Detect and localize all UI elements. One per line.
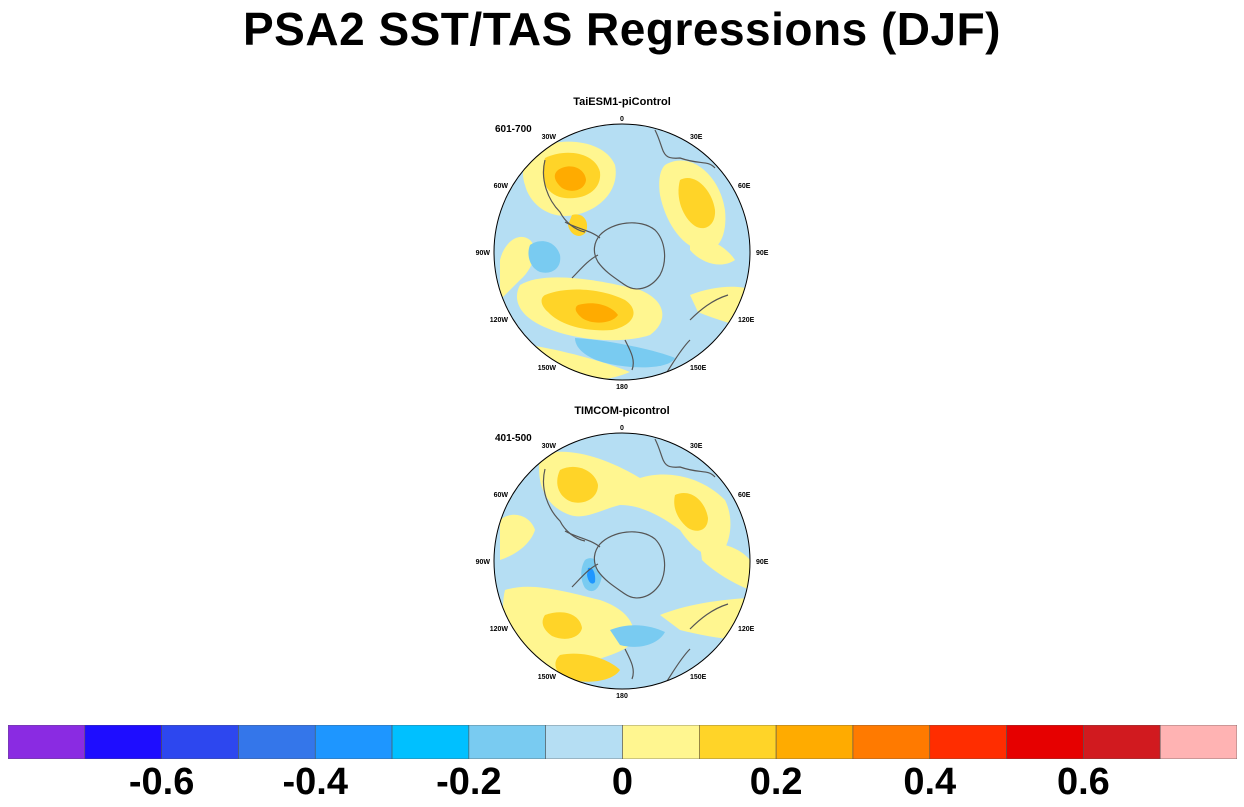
page-title: PSA2 SST/TAS Regressions (DJF) [243, 3, 1001, 55]
panel-title-1: TaiESM1-piControl [573, 96, 671, 108]
lon-label-60w: 60W [494, 183, 509, 190]
map1-peninsula [564, 221, 601, 279]
lon-label-30w: 30W [542, 443, 557, 450]
lon-label-120e: 120E [738, 626, 755, 633]
colorbar-tick-label: 0.6 [1056, 761, 1110, 803]
colorbar-tick-label: -0.6 [128, 761, 195, 803]
map1-region-neg [528, 241, 561, 273]
panel-years-2: 401-500 [495, 433, 532, 444]
colorbar-box [699, 725, 777, 759]
map1-region-pos-high [575, 303, 618, 323]
colorbar-box [1006, 725, 1084, 759]
lon-label-60e: 60E [738, 183, 751, 190]
colorbar-box [314, 725, 393, 759]
colorbar-box [775, 725, 854, 759]
colorbar-box [852, 725, 931, 759]
lon-label-150e: 150E [690, 674, 707, 681]
colorbar-box [1083, 725, 1161, 759]
lon-label-150e: 150E [690, 365, 707, 372]
map2-peninsula [564, 530, 601, 588]
colorbar-box [468, 725, 546, 759]
map2-coastline [542, 438, 729, 685]
lon-label-120e: 120E [738, 317, 755, 324]
map2-region-pos-mid [542, 612, 582, 639]
colorbar-box [545, 725, 623, 759]
map1-antarctica [593, 222, 666, 290]
colorbar-tick-label: -0.4 [282, 761, 348, 803]
map2-lon-labels: 0 30E 60E 90E 120E 150E 180 150W 120W 90… [476, 425, 769, 700]
lon-label-90e: 90E [756, 559, 769, 566]
map1-region-pos [500, 236, 535, 300]
map2-region-neg-high [587, 567, 596, 584]
panel-years-1: 601-700 [495, 124, 532, 135]
polar-map-2: 0 30E 60E 90E 120E 150E 180 150W 120W 90… [476, 425, 769, 700]
colorbar-box [622, 725, 700, 759]
map2-region-pos-mid [674, 492, 708, 531]
colorbar-box [929, 725, 1007, 759]
lon-label-60e: 60E [738, 492, 751, 499]
map1-coastline [542, 129, 729, 376]
lon-label-90w: 90W [476, 250, 491, 257]
colorbar-box [8, 725, 86, 759]
map1-region-neg [575, 338, 675, 368]
lon-label-30e: 30E [690, 134, 703, 141]
colorbar-box [161, 725, 239, 759]
map2-region-pos-mid [557, 466, 598, 503]
map2-region-pos [700, 543, 750, 590]
map2-region-pos [500, 514, 535, 560]
colorbar-box [1159, 725, 1237, 759]
map1-region-pos-mid [568, 214, 588, 236]
map2-region-pos [660, 598, 748, 640]
lon-label-180: 180 [616, 693, 628, 700]
map2-region-pos-mid [555, 653, 620, 682]
colorbar-box [391, 725, 470, 759]
map1-region-pos [690, 238, 735, 265]
lon-label-30e: 30E [690, 443, 703, 450]
map1-region-pos-high [554, 166, 586, 191]
lon-label-60w: 60W [494, 492, 509, 499]
colorbar-tick-label: 0 [611, 761, 634, 803]
colorbar-tick-label: 0.2 [749, 761, 803, 803]
map2-antarctica [593, 531, 666, 599]
lon-label-90w: 90W [476, 559, 491, 566]
polar-map-1: 0 30E 60E 90E 120E 150E 180 150W 120W 90… [476, 116, 769, 391]
lon-label-30w: 30W [542, 134, 557, 141]
lon-label-150w: 150W [538, 674, 557, 681]
lon-label-120w: 120W [490, 317, 509, 324]
map1-region-pos-mid [678, 178, 716, 229]
colorbar-tick-label: 0.4 [903, 761, 957, 803]
colorbar-box [84, 725, 162, 759]
lon-label-150w: 150W [538, 365, 557, 372]
lon-label-120w: 120W [490, 626, 509, 633]
lon-label-0: 0 [620, 116, 624, 123]
lon-label-90e: 90E [756, 250, 769, 257]
lon-label-180: 180 [616, 384, 628, 391]
map1-lon-labels: 0 30E 60E 90E 120E 150E 180 150W 120W 90… [476, 116, 769, 391]
colorbar [8, 725, 1237, 759]
panel-title-2: TIMCOM-picontrol [574, 405, 670, 417]
colorbar-box [238, 725, 316, 759]
map2-region-neg [610, 625, 665, 647]
colorbar-tick-label: -0.2 [436, 761, 502, 803]
lon-label-0: 0 [620, 425, 624, 432]
